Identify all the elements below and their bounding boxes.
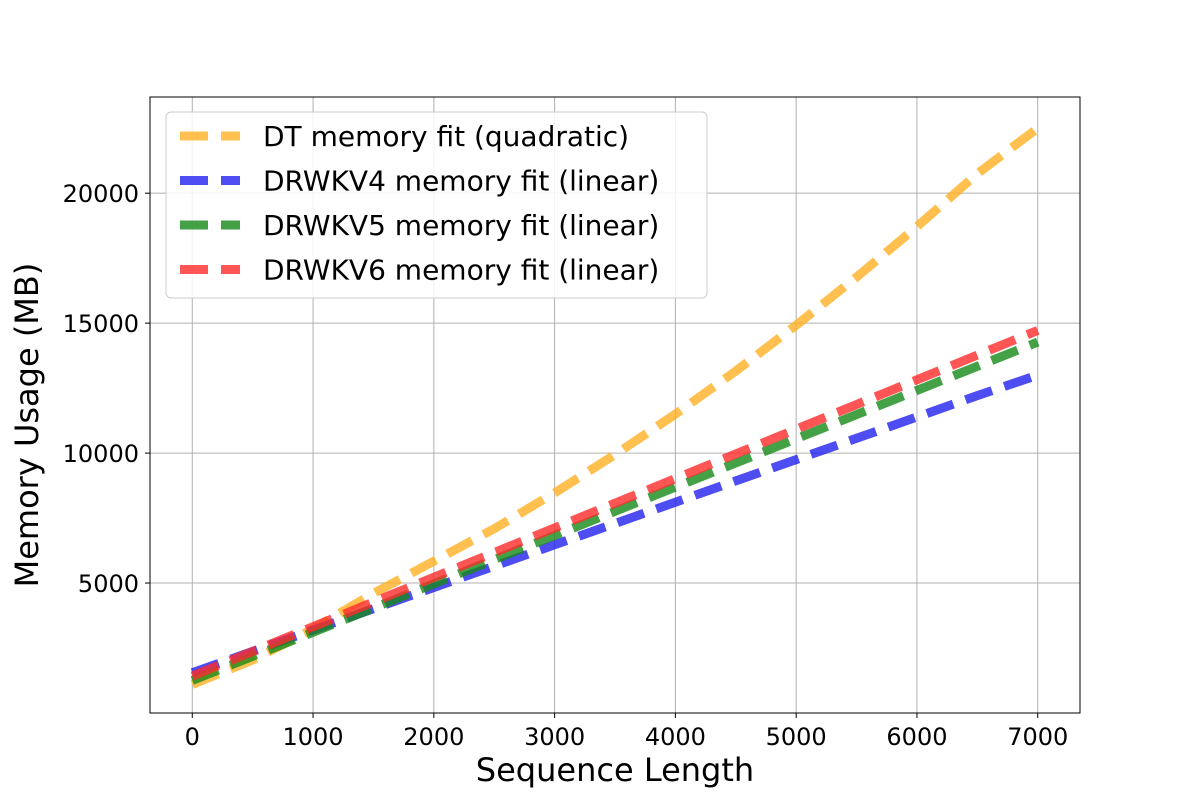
y-tick-label: 5000 <box>78 570 139 598</box>
x-tick-label: 2000 <box>403 723 464 751</box>
y-tick-label: 20000 <box>63 180 139 208</box>
x-tick-label: 5000 <box>766 723 827 751</box>
legend: DT memory fit (quadratic) DRWKV4 memory f… <box>165 111 708 299</box>
legend-label-3: DRWKV5 memory fit (linear) <box>263 209 659 242</box>
series-lines <box>190 124 1041 689</box>
series-line-3 <box>190 337 1040 685</box>
series-line-1 <box>190 124 1041 689</box>
x-tick-label: 3000 <box>524 723 585 751</box>
x-tick-label: 4000 <box>645 723 706 751</box>
y-tick-label: 15000 <box>63 310 139 338</box>
legend-label-4: DRWKV6 memory fit (linear) <box>263 254 659 287</box>
x-tick-label: 0 <box>185 723 200 751</box>
y-axis-label: Memory Usage (MB) <box>8 263 46 588</box>
x-axis-label: Sequence Length <box>476 751 754 789</box>
plot-frame <box>149 96 1081 714</box>
legend-label-1: DT memory fit (quadratic) <box>263 120 629 153</box>
x-tick-label: 7000 <box>1007 723 1068 751</box>
x-tick-label: 1000 <box>283 723 344 751</box>
x-tick-label: 6000 <box>886 723 947 751</box>
y-tick-label: 10000 <box>63 440 139 468</box>
legend-label-2: DRWKV4 memory fit (linear) <box>263 165 659 198</box>
legend-box <box>165 111 708 299</box>
series-line-4 <box>190 326 1040 681</box>
axis-ticks: 0 1000 2000 3000 4000 5000 6000 7000 5000 10000 15… <box>63 180 1069 751</box>
